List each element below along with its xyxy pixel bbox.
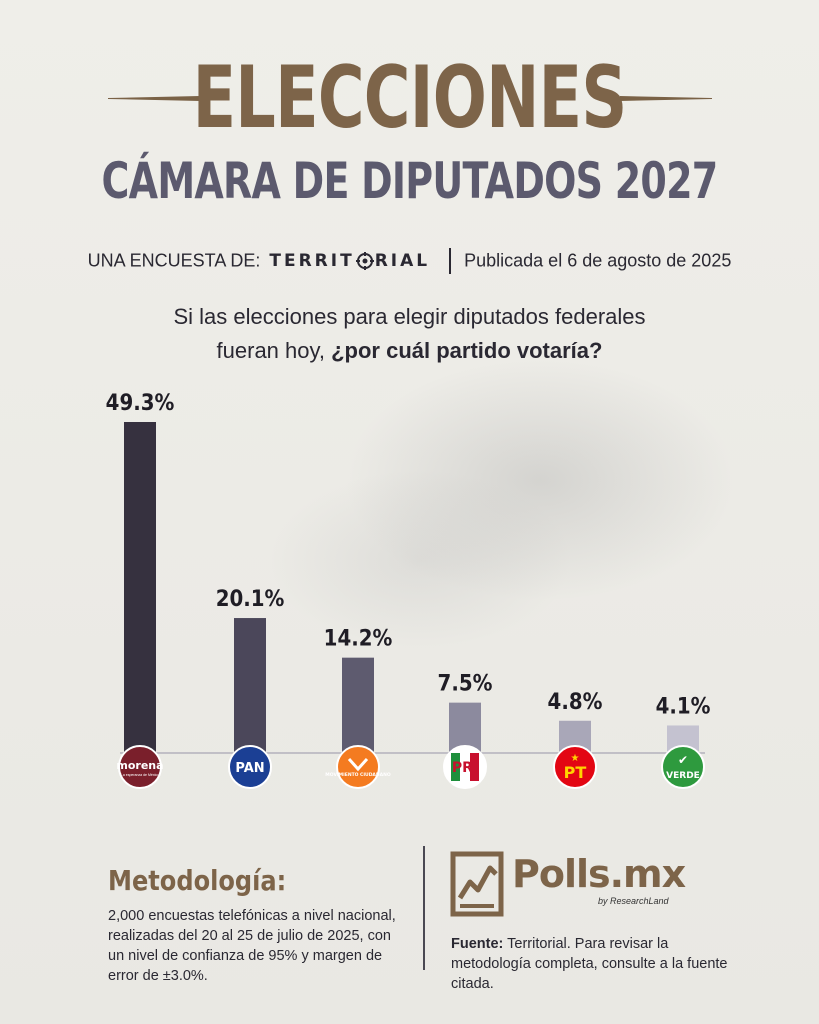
byline: UNA ENCUESTA DE: TERRIT RIAL Publicada el… (0, 248, 819, 274)
VERDE-logo-text: VERDE (666, 771, 700, 781)
bar-3 (449, 702, 481, 753)
PAN-logo-icon (228, 745, 272, 789)
pri-logo-green-stripe (451, 753, 460, 781)
bar-1 (234, 618, 266, 753)
source-label: Fuente: (451, 936, 504, 952)
question-line-1: Si las elecciones para elegir diputados … (173, 304, 646, 329)
title-row: ELECCIONES (0, 52, 819, 144)
question-line-2-plain: fueran hoy, (216, 338, 332, 363)
mc-eagle-icon (347, 757, 369, 772)
value-label-5: 4.1% (656, 694, 711, 719)
territorial-brand-text: TERRIT RIAL (269, 251, 431, 271)
PT-logo-icon (553, 745, 597, 789)
byline-separator (449, 248, 452, 274)
morena-logo-icon (118, 745, 162, 789)
PT-logo-text: PT (564, 763, 587, 782)
source-note: Fuente: Territorial. Para revisar la met… (451, 934, 751, 994)
title-decor-left (108, 96, 200, 101)
polls-mx-logo-text: Polls.mx (512, 852, 686, 896)
PAN-logo-text: PAN (235, 761, 264, 776)
page-title: ELECCIONES (192, 48, 628, 148)
question-line-2-bold: ¿por cuál partido votaría? (331, 338, 603, 363)
byline-date: Publicada el 6 de agosto de 2025 (464, 250, 732, 271)
value-label-1: 20.1% (216, 586, 285, 611)
title-decor-right (620, 96, 712, 101)
morena-logo-text: morena (116, 759, 163, 772)
value-label-2: 14.2% (324, 626, 393, 651)
PRI-logo-text: PRI (452, 760, 478, 776)
morena-logo-subtext: La esperanza de México (121, 773, 159, 777)
territorial-brand: TERRIT RIAL (269, 251, 430, 271)
pri-logo-red-stripe (470, 753, 479, 781)
pt-star-icon: ★ (571, 753, 580, 764)
polls-mx-logo-icon (450, 851, 504, 917)
value-label-3: 7.5% (438, 671, 493, 696)
source-text: Territorial. Para revisar la metodología… (451, 936, 728, 992)
VERDE-logo-icon (661, 745, 705, 789)
value-label-4: 4.8% (548, 689, 603, 714)
footer-divider (423, 846, 425, 970)
value-label-0: 49.3% (106, 390, 175, 415)
bar-2 (342, 657, 374, 753)
survey-question: Si las elecciones para elegir diputados … (0, 300, 819, 368)
verde-check-icon: ✔ (678, 753, 688, 767)
bar-0 (124, 422, 156, 753)
polls-mx-logo-sub: by ResearchLand (598, 896, 669, 906)
methodology-title: Metodología: (108, 864, 287, 897)
byline-prefix: UNA ENCUESTA DE: (87, 250, 261, 271)
movimiento-ciudadano-logo-text: MOVIMIENTO CIUDADANO (325, 772, 391, 778)
question-line-2: fueran hoy, ¿por cuál partido votaría? (0, 334, 819, 368)
bar-chart: 49.3% morena La esperanza de México 20.1% PA… (0, 370, 819, 810)
page-subtitle: CÁMARA DE DIPUTADOS 2027 (101, 152, 719, 210)
target-icon (355, 252, 374, 270)
methodology-text: 2,000 encuestas telefónicas a nivel naci… (108, 908, 396, 984)
